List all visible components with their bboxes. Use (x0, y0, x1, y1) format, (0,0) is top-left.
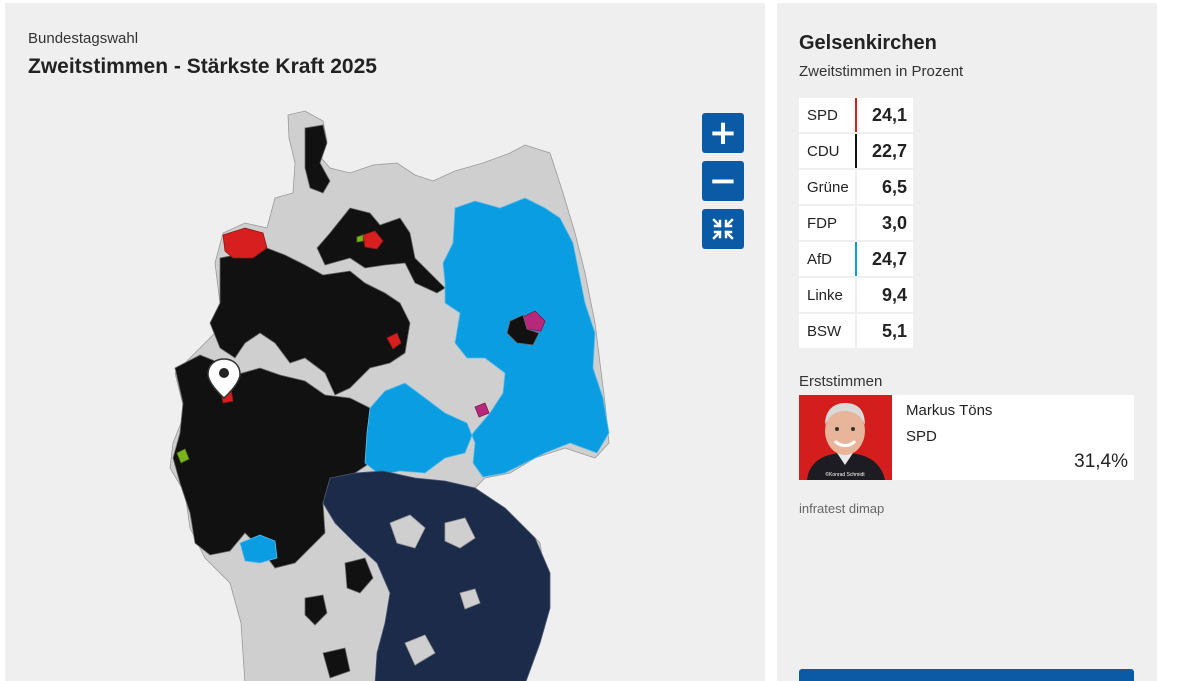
party-value: 22,7 (871, 141, 907, 161)
map-region-gruene (176, 234, 364, 464)
map-kicker: Bundestagswahl (28, 30, 139, 47)
candidate-card: ©Konrad Schmidt Markus Töns SPD 31,4% (799, 395, 1134, 480)
map-region-afd (239, 197, 610, 564)
party-name-cell: FDP (799, 206, 855, 240)
party-value: 24,1 (871, 105, 907, 125)
party-value: 5,1 (881, 321, 907, 341)
details-button[interactable] (799, 669, 1134, 681)
party-row: Linke 9,4 (799, 278, 999, 314)
party-value-cell: 3,0 (857, 206, 913, 240)
party-value: 24,7 (871, 249, 907, 269)
data-source: infratest dimap (799, 501, 885, 516)
party-row: CDU 22,7 (799, 134, 999, 170)
party-row: AfD 24,7 (799, 242, 999, 278)
party-row: FDP 3,0 (799, 206, 999, 242)
party-name: AfD (807, 251, 833, 268)
reset-zoom-button[interactable] (702, 209, 744, 249)
party-value-cell: 6,5 (857, 170, 913, 204)
map-title: Zweitstimmen - Stärkste Kraft 2025 (28, 55, 377, 78)
candidate-photo: ©Konrad Schmidt (799, 395, 892, 480)
party-row: BSW 5,1 (799, 314, 999, 350)
candidate-percent: 31,4% (1074, 451, 1128, 472)
party-value: 6,5 (881, 177, 907, 197)
svg-text:©Konrad Schmidt: ©Konrad Schmidt (825, 471, 865, 478)
party-name-cell: Linke (799, 278, 855, 312)
candidate-name: Markus Töns (906, 402, 993, 419)
party-value-cell: 24,1 (857, 98, 913, 132)
party-name-cell: AfD (799, 242, 855, 276)
party-name-cell: SPD (799, 98, 855, 132)
party-name: SPD (807, 107, 838, 124)
germany-map[interactable] (5, 3, 765, 681)
map-panel: Bundestagswahl Zweitstimmen - Stärkste K… (5, 3, 765, 681)
party-value-cell: 24,7 (857, 242, 913, 276)
party-row: Grüne 6,5 (799, 170, 999, 206)
map-region-csu (322, 470, 551, 681)
party-name: BSW (807, 323, 842, 340)
constituency-name: Gelsenkirchen (799, 32, 937, 54)
map-region-berlin (506, 314, 540, 346)
party-value-cell: 9,4 (857, 278, 913, 312)
party-value: 3,0 (881, 213, 907, 233)
map-region-spd (220, 227, 402, 404)
party-name: Linke (807, 287, 843, 304)
result-panel: Gelsenkirchen Zweitstimmen in Prozent SP… (777, 3, 1157, 681)
plus-icon: + (708, 113, 738, 153)
zoom-out-button[interactable]: − (702, 161, 744, 201)
collapse-arrows-icon (712, 218, 734, 240)
party-name: FDP (807, 215, 837, 232)
candidate-party: SPD (906, 428, 937, 445)
result-subtitle: Zweitstimmen in Prozent (799, 63, 964, 80)
party-name-cell: Grüne (799, 170, 855, 204)
minus-icon: − (708, 161, 738, 201)
zoom-in-button[interactable]: + (702, 113, 744, 153)
location-pin-icon (207, 358, 241, 399)
party-results-table: SPD 24,1 CDU 22,7 Grüne 6,5 FDP 3,0 AfD 24,7 Linke… (799, 98, 999, 350)
party-row: SPD 24,1 (799, 98, 999, 134)
party-name: Grüne (807, 179, 849, 196)
party-value-cell: 5,1 (857, 314, 913, 348)
party-value-cell: 22,7 (857, 134, 913, 168)
party-name-cell: BSW (799, 314, 855, 348)
party-name-cell: CDU (799, 134, 855, 168)
party-name: CDU (807, 143, 840, 160)
erststimmen-label: Erststimmen (799, 373, 883, 390)
party-value: 9,4 (881, 285, 907, 305)
map-region-cdu (172, 124, 446, 679)
map-region-other-inner (389, 514, 481, 666)
